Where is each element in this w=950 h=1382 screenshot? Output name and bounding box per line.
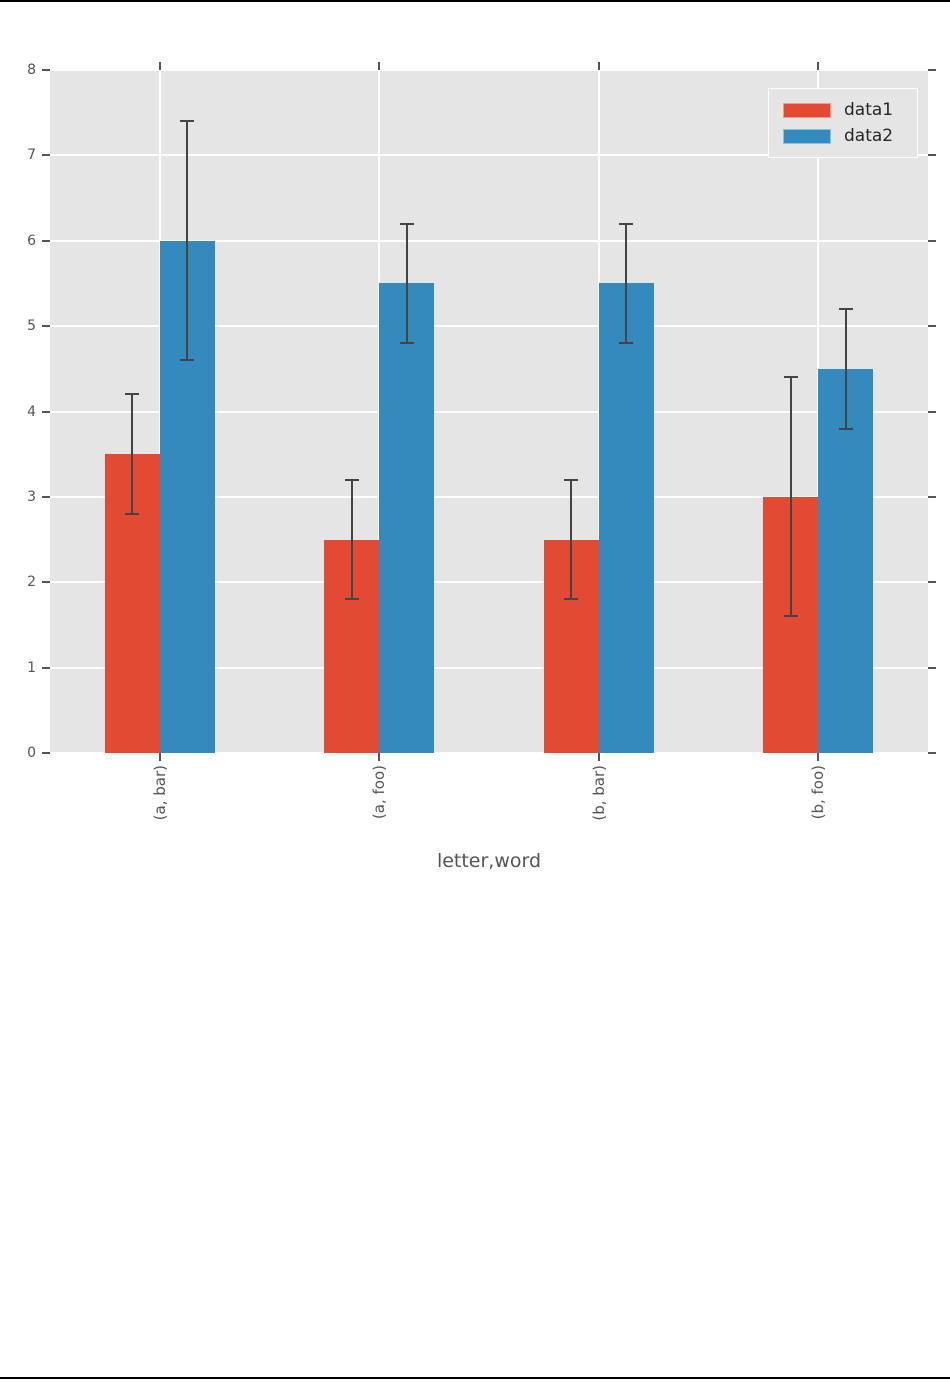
legend-label-data1: data1 [844,99,894,120]
x-axis-tick-label-3: (b, foo) [809,765,828,820]
x-axis-tick-label-2: (b, bar) [589,765,608,821]
x-tick-top-0 [158,62,161,70]
y-axis-tick-label-3: 3 [27,488,36,505]
y-axis-tick-label-1: 1 [27,659,36,676]
gridline-horizontal-5 [50,325,928,328]
y-tick-right-8 [928,69,936,71]
gridline-horizontal-4 [50,410,928,413]
plot-area [50,69,928,754]
y-tick-right-5 [928,325,936,328]
x-tick-top-2 [597,62,600,70]
y-tick-left-6 [42,239,50,242]
errorbar-cap-bottom-data1-group1 [344,598,359,601]
errorbar-cap-bottom-data2-group0 [180,359,195,362]
errorbar-data1-group0 [131,394,134,514]
y-tick-left-3 [42,495,50,498]
y-tick-right-6 [928,239,936,242]
y-tick-right-3 [928,495,936,498]
errorbar-cap-bottom-data2-group1 [399,342,414,345]
legend-entry-data2: data2 [783,125,917,146]
top-horizontal-rule [0,0,950,2]
legend-swatch-data1 [783,102,831,118]
y-axis-tick-label-6: 6 [27,232,36,249]
y-tick-right-1 [928,666,936,669]
y-tick-left-0 [42,752,50,754]
errorbar-cap-top-data1-group0 [125,393,140,396]
legend: data1 data2 [768,88,918,158]
x-axis-tick-label-0: (a, bar) [150,765,169,821]
y-tick-right-7 [928,154,936,157]
errorbar-data2-group0 [186,121,189,361]
errorbar-cap-bottom-data1-group2 [564,598,579,601]
errorbar-cap-top-data1-group2 [564,478,579,481]
bar-data2-group2 [598,283,654,753]
y-tick-left-5 [42,325,50,328]
y-axis-tick-label-5: 5 [27,318,36,335]
bar-chart-figure: letter,word data1 data2 0 1 2 3 4 5 6 7 8 (a, bar)… [27,62,936,872]
errorbar-data2-group1 [405,223,408,344]
errorbar-data1-group2 [570,479,573,600]
x-axis-title: letter,word [436,850,542,872]
errorbar-cap-top-data1-group3 [783,376,798,379]
y-axis-tick-label-2: 2 [27,574,36,591]
gridline-horizontal-0 [50,752,928,754]
y-axis-tick-label-4: 4 [27,403,36,420]
legend-swatch-data2 [783,128,831,144]
x-axis-tick-label-1: (a, foo) [370,765,389,820]
errorbar-cap-bottom-data2-group3 [838,427,853,430]
x-tick-bottom-2 [597,753,600,761]
bar-data2-group3 [818,368,874,753]
y-axis-tick-label-7: 7 [27,147,36,164]
errorbar-data1-group3 [789,377,792,617]
errorbar-cap-bottom-data2-group2 [619,342,634,345]
y-axis-tick-label-0: 0 [27,745,36,761]
y-tick-left-2 [42,581,50,584]
x-tick-bottom-0 [158,753,161,761]
errorbar-cap-top-data1-group1 [344,478,359,481]
errorbar-cap-bottom-data1-group3 [783,615,798,618]
y-tick-right-2 [928,581,936,584]
errorbar-cap-bottom-data1-group0 [125,512,140,515]
gridline-horizontal-6 [50,239,928,242]
gridline-horizontal-3 [50,495,928,498]
gridline-horizontal-1 [50,666,928,669]
y-tick-right-4 [928,410,936,413]
errorbar-data1-group1 [350,479,353,600]
bottom-horizontal-rule [0,1377,950,1379]
bar-data2-group1 [379,283,435,753]
y-tick-left-8 [42,69,50,71]
y-axis-tick-label-8: 8 [27,62,36,78]
gridline-horizontal-8 [50,69,928,71]
y-tick-left-1 [42,666,50,669]
errorbar-data2-group3 [844,309,847,429]
legend-label-data2: data2 [844,125,894,146]
x-tick-top-3 [817,62,820,70]
legend-entry-data1: data1 [783,99,917,120]
y-tick-left-7 [42,154,50,157]
errorbar-cap-top-data2-group3 [838,308,853,311]
gridline-horizontal-7 [50,154,928,157]
errorbar-cap-top-data2-group1 [399,222,414,225]
errorbar-cap-top-data2-group0 [180,120,195,123]
x-tick-bottom-1 [378,753,381,761]
errorbar-data2-group2 [625,223,628,344]
gridline-horizontal-2 [50,581,928,584]
y-tick-right-0 [928,752,936,754]
y-tick-left-4 [42,410,50,413]
errorbar-cap-top-data2-group2 [619,222,634,225]
x-tick-bottom-3 [817,753,820,761]
x-tick-top-1 [378,62,381,70]
